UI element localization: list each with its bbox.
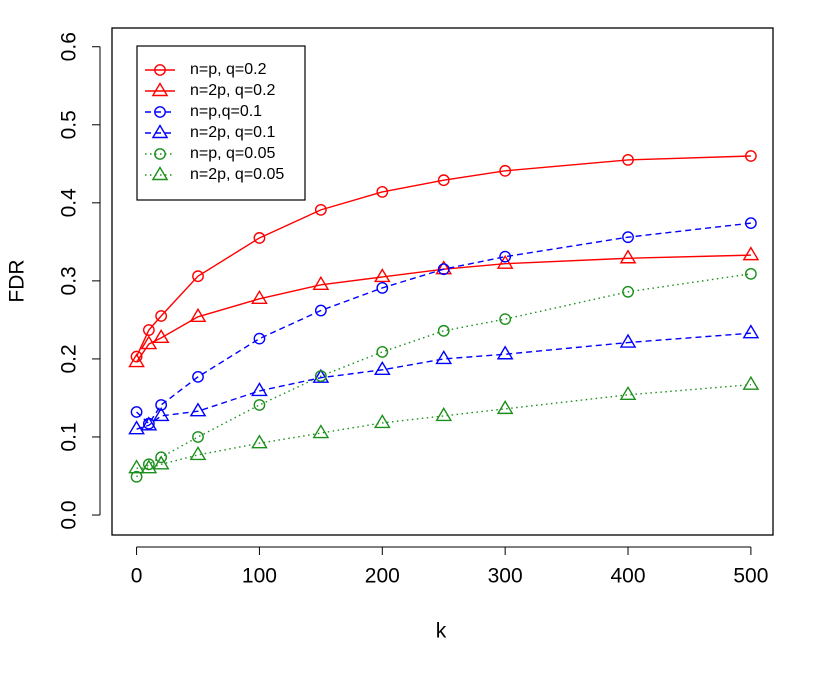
marker [622, 154, 634, 166]
marker [376, 345, 389, 358]
x-axis-label: k [436, 620, 447, 643]
series-line [136, 332, 751, 430]
marker [373, 360, 391, 376]
marker [373, 414, 391, 429]
y-tick-label: 0.6 [58, 32, 81, 61]
marker [152, 455, 170, 470]
marker [373, 268, 391, 283]
marker [192, 270, 204, 283]
legend-marker [151, 124, 169, 139]
marker [152, 407, 170, 422]
marker [499, 250, 512, 263]
series-line [136, 273, 751, 478]
marker [314, 304, 327, 317]
marker [253, 232, 266, 244]
marker [619, 249, 637, 264]
marker [499, 164, 512, 177]
marker [130, 406, 143, 418]
plot-frame [111, 27, 774, 536]
marker [619, 333, 637, 348]
series-line [135, 254, 751, 363]
marker [496, 345, 514, 360]
legend-label: n=2p, q=0.2 [190, 82, 276, 99]
legend-marker [154, 106, 166, 118]
marker [128, 420, 145, 435]
marker [314, 203, 327, 216]
marker [742, 375, 760, 390]
marker [496, 254, 514, 269]
legend-label: n=p, q=0.05 [190, 145, 276, 162]
marker [251, 434, 268, 449]
marker [742, 246, 760, 261]
marker [312, 368, 330, 383]
y-tick-label: 0.3 [58, 266, 81, 295]
marker [499, 313, 512, 326]
marker [128, 459, 145, 474]
marker [742, 324, 760, 339]
legend-marker [151, 82, 169, 97]
marker [435, 350, 453, 365]
marker [312, 275, 330, 290]
marker [376, 186, 389, 198]
legend-marker [154, 148, 166, 160]
marker [744, 217, 757, 230]
marker [622, 285, 634, 298]
y-tick-label: 0.4 [58, 188, 81, 218]
marker [130, 470, 143, 483]
marker [437, 263, 450, 276]
marker [437, 174, 450, 187]
marker [142, 458, 155, 471]
marker [744, 267, 757, 280]
marker [376, 281, 389, 294]
marker [312, 424, 330, 439]
marker [622, 231, 634, 244]
x-tick-label: 200 [365, 565, 400, 588]
legend-marker [151, 166, 169, 181]
legend-label: n=2p, q=0.1 [190, 124, 276, 141]
marker [251, 289, 268, 305]
marker [435, 407, 453, 422]
marker [155, 451, 168, 464]
marker [192, 431, 204, 443]
marker [189, 307, 207, 322]
series-line [136, 383, 751, 469]
marker [155, 310, 168, 322]
marker [140, 459, 158, 474]
legend-label: n=p, q=0.2 [190, 61, 267, 78]
y-tick-label: 0.2 [58, 344, 81, 373]
marker [140, 335, 158, 350]
marker [314, 370, 327, 382]
legend-marker [154, 64, 166, 76]
x-tick-label: 400 [610, 565, 645, 588]
marker [253, 332, 266, 345]
x-tick-label: 0 [131, 565, 143, 588]
x-tick-label: 100 [242, 565, 277, 588]
x-tick-label: 500 [733, 565, 768, 588]
series-line [136, 222, 751, 425]
series-line [135, 155, 751, 357]
marker [189, 446, 207, 461]
legend-label: n=p,q=0.1 [190, 103, 262, 120]
marker [619, 385, 637, 401]
legend-label: n=2p, q=0.05 [190, 166, 284, 183]
y-tick-label: 0.5 [58, 110, 81, 139]
y-tick-label: 0.1 [58, 422, 81, 451]
legend: n=p, q=0.2 n=2p, q=0.2 n=p,q=0.1 n=2p, q=0.… [136, 45, 306, 201]
y-tick-label: 0.0 [58, 500, 81, 529]
marker [189, 402, 207, 417]
marker [152, 328, 170, 344]
marker [437, 324, 450, 337]
marker [192, 370, 204, 383]
marker [496, 400, 514, 415]
marker [251, 382, 268, 397]
marker [128, 353, 145, 368]
y-axis-label: FDR [6, 259, 29, 302]
x-tick-label: 300 [488, 565, 523, 588]
marker [140, 416, 158, 431]
marker [155, 399, 168, 411]
marker [744, 150, 757, 162]
marker [253, 399, 266, 411]
